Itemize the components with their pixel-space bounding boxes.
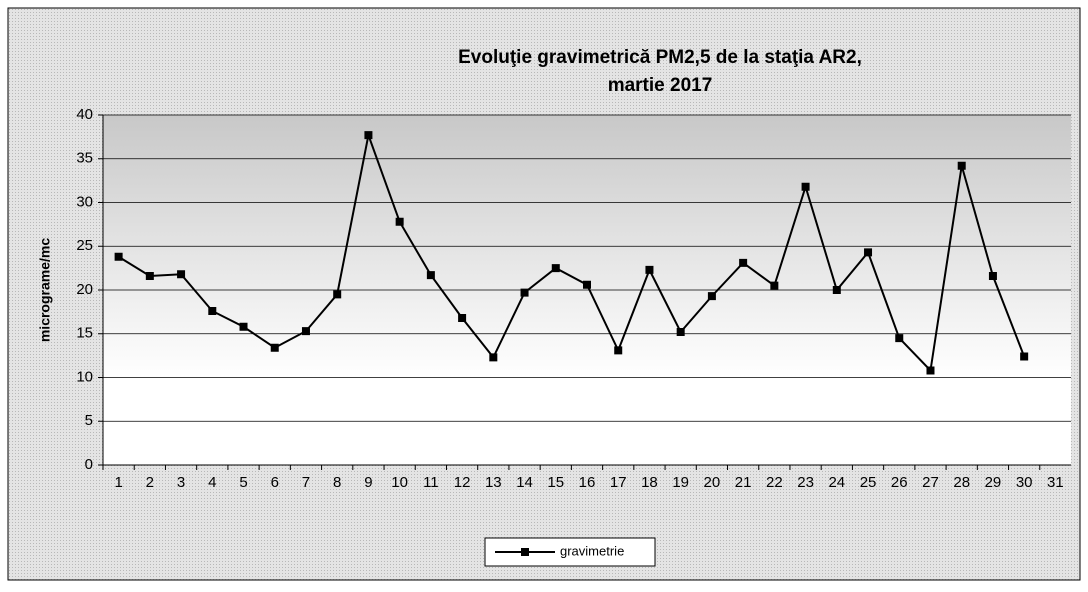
x-tick-label: 4	[208, 474, 216, 491]
marker	[1020, 352, 1029, 361]
y-axis-label: micrograme/mc	[37, 238, 53, 342]
x-tick-label: 30	[1016, 474, 1033, 491]
marker	[145, 272, 154, 280]
x-tick-label: 22	[766, 474, 783, 491]
legend-label: gravimetrie	[560, 543, 624, 558]
x-tick-label: 13	[485, 474, 502, 491]
x-tick-label: 1	[114, 474, 122, 491]
x-tick-label: 15	[547, 474, 564, 491]
marker	[583, 280, 591, 289]
marker	[707, 292, 716, 301]
x-tick-label: 9	[364, 474, 372, 491]
x-tick-label: 29	[985, 474, 1002, 491]
marker	[801, 182, 810, 191]
marker	[364, 131, 373, 140]
x-tick-label: 16	[579, 474, 596, 491]
y-tick-label: 25	[76, 237, 93, 254]
marker	[551, 264, 560, 273]
marker	[645, 265, 654, 274]
x-tick-label: 6	[271, 474, 279, 491]
marker	[458, 314, 467, 322]
x-tick-label: 31	[1047, 474, 1064, 491]
marker	[988, 272, 997, 280]
marker	[895, 334, 904, 343]
y-tick-label: 35	[76, 150, 93, 167]
x-tick-label: 21	[735, 474, 752, 491]
marker	[676, 328, 685, 336]
y-tick-label: 0	[85, 456, 93, 473]
x-tick-label: 17	[610, 474, 627, 491]
x-tick-label: 14	[516, 474, 533, 491]
x-tick-label: 5	[239, 474, 247, 491]
marker	[614, 346, 623, 355]
y-tick-label: 5	[85, 412, 93, 429]
y-tick-label: 40	[76, 106, 93, 123]
x-tick-label: 7	[302, 474, 310, 491]
y-tick-label: 30	[76, 193, 93, 210]
x-tick-label: 8	[333, 474, 341, 491]
marker	[739, 258, 748, 267]
x-tick-label: 10	[391, 474, 408, 491]
marker	[770, 281, 779, 290]
x-tick-label: 3	[177, 474, 185, 491]
y-tick-label: 15	[76, 325, 93, 342]
marker	[832, 286, 841, 294]
chart-subtitle: martie 2017	[608, 75, 713, 96]
marker	[270, 343, 279, 352]
x-tick-label: 25	[860, 474, 877, 491]
marker	[301, 327, 310, 336]
marker	[208, 307, 217, 315]
marker	[239, 322, 248, 331]
marker	[489, 353, 498, 362]
y-tick-label: 10	[76, 368, 93, 385]
x-tick-label: 12	[454, 474, 471, 491]
x-tick-label: 26	[891, 474, 908, 491]
x-tick-label: 19	[672, 474, 689, 491]
x-tick-label: 28	[953, 474, 970, 491]
series-line	[118, 131, 1026, 373]
marker	[177, 270, 186, 279]
marker	[864, 248, 873, 257]
x-tick-label: 27	[922, 474, 939, 491]
x-tick-label: 2	[146, 474, 154, 491]
marker	[333, 290, 342, 299]
marker	[426, 271, 435, 280]
marker	[957, 161, 966, 170]
x-tick-label: 24	[828, 474, 845, 491]
y-tick-label: 20	[76, 281, 93, 298]
marker	[395, 217, 404, 226]
legend-marker	[521, 548, 529, 556]
chart-title: Evoluţie gravimetrică PM2,5 de la staţia…	[458, 47, 862, 68]
x-tick-label: 11	[423, 474, 439, 491]
x-tick-label: 20	[704, 474, 721, 491]
marker	[114, 252, 123, 261]
marker	[926, 366, 935, 375]
marker	[520, 288, 529, 297]
x-tick-label: 18	[641, 474, 658, 491]
x-tick-label: 23	[797, 474, 814, 491]
